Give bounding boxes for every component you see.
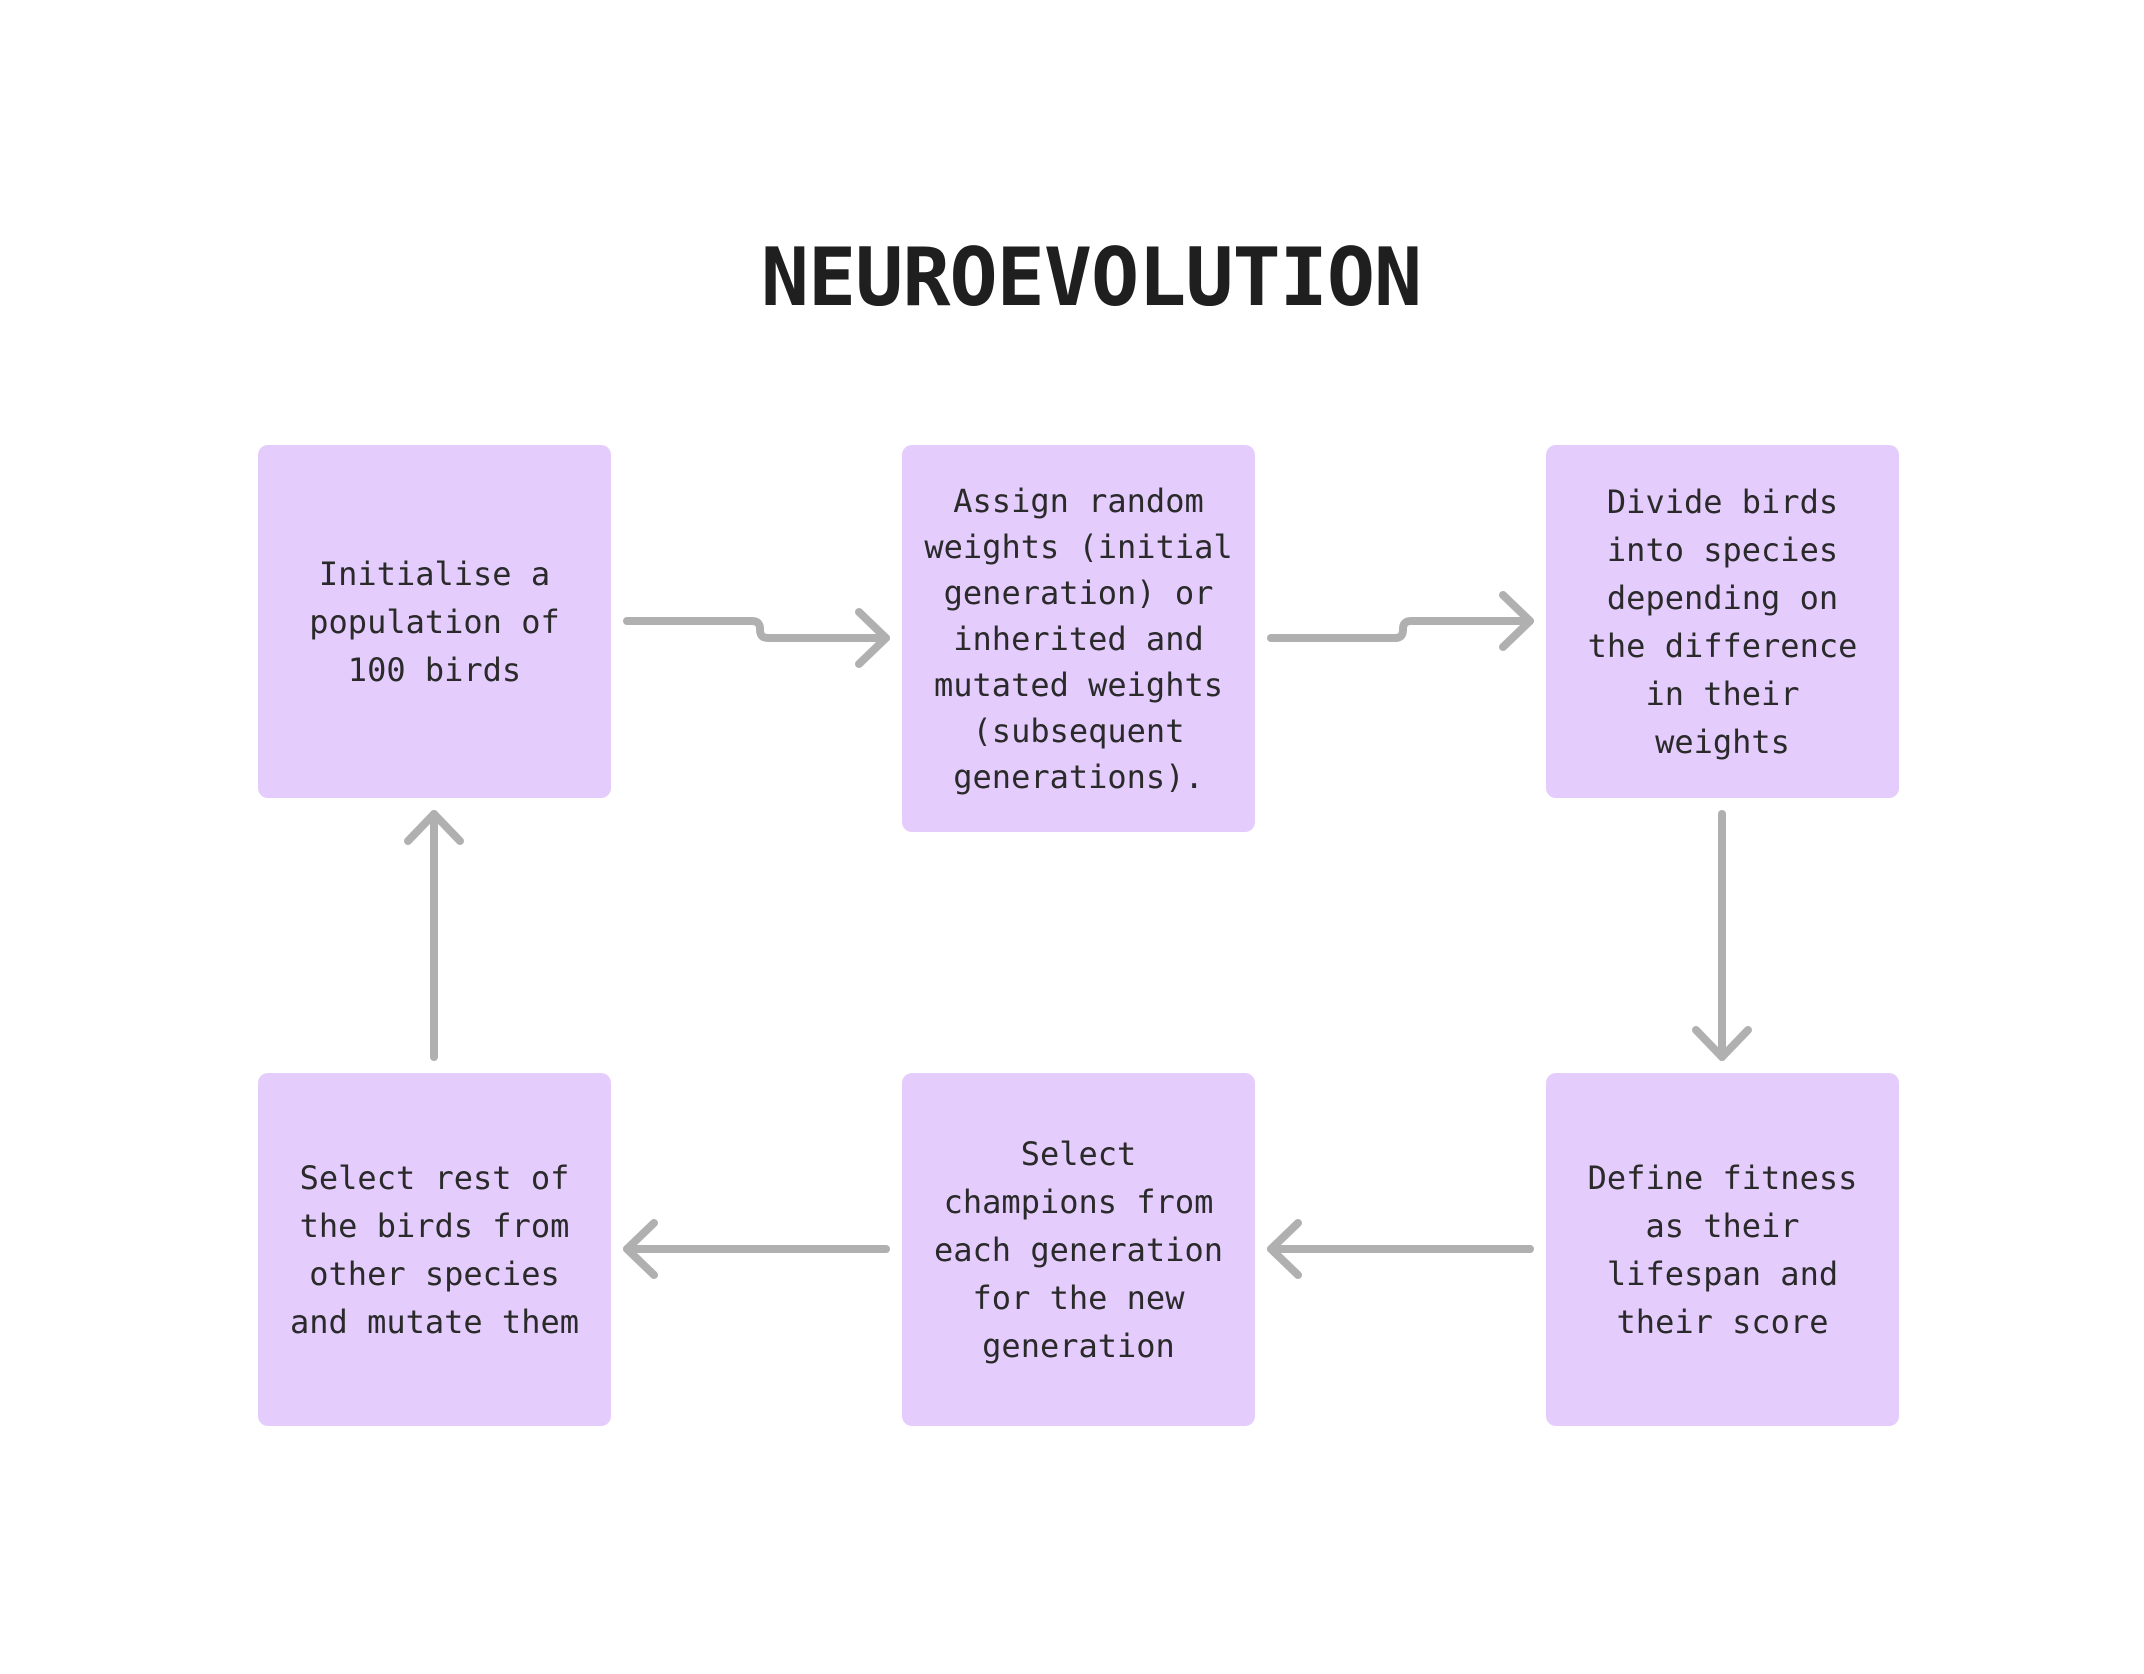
step-label: Select champions from each generation fo…: [934, 1134, 1223, 1365]
arrow-divide-to-fitness: [1692, 810, 1752, 1061]
arrow-champions-to-rest: [623, 1219, 890, 1279]
arrow-rest-to-initialise: [404, 810, 464, 1061]
arrow-fitness-to-champions: [1267, 1219, 1534, 1279]
arrow-assign-to-divide: [1267, 591, 1534, 651]
step-label: Assign random weights (initial generatio…: [924, 481, 1233, 796]
step-label: Define fitness as their lifespan and the…: [1587, 1158, 1858, 1341]
step-initialise-population: Initialise a population of 100 birds: [258, 445, 611, 798]
arrow-initialise-to-assign: [623, 608, 890, 668]
step-label: Select rest of the birds from other spec…: [290, 1158, 579, 1341]
step-divide-species: Divide birds into species depending on t…: [1546, 445, 1899, 798]
step-define-fitness: Define fitness as their lifespan and the…: [1546, 1073, 1899, 1426]
step-label: Initialise a population of 100 birds: [309, 554, 560, 689]
step-select-champions: Select champions from each generation fo…: [902, 1073, 1255, 1426]
step-assign-weights: Assign random weights (initial generatio…: [902, 445, 1255, 832]
diagram-title: NEUROEVOLUTION: [760, 231, 1422, 324]
step-label: Divide birds into species depending on t…: [1587, 482, 1858, 761]
step-select-rest: Select rest of the birds from other spec…: [258, 1073, 611, 1426]
